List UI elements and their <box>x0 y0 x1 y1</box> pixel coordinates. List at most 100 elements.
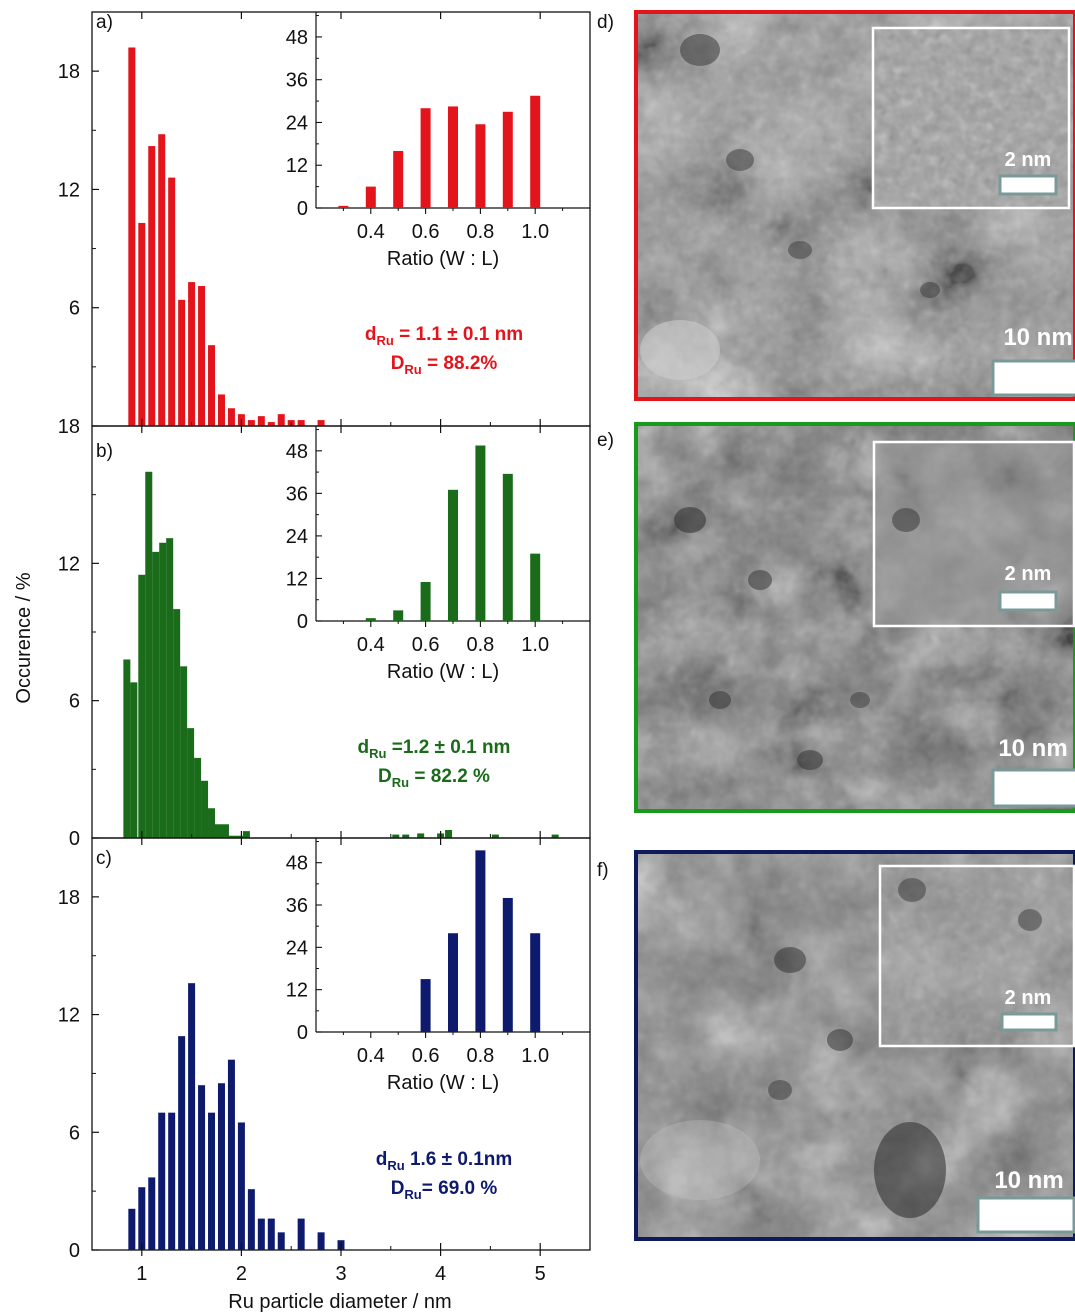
inset-y-tick-label: 0 <box>297 198 308 220</box>
annotation-diameter: dRu =1.2 ± 0.1 nm <box>358 737 511 761</box>
inset-x-tick-label: 0.6 <box>412 634 440 656</box>
histogram-bar <box>445 829 453 838</box>
histogram-bar <box>417 833 425 838</box>
histogram-bar <box>551 834 559 838</box>
micrograph-d-frame <box>634 10 1075 401</box>
inset-scale-bar-d <box>998 174 1058 196</box>
histogram-panel-b: 0 6 12 b) dRu =1.2 ± 0.1 nm DRu = 82.2 % 0 12 24… <box>58 425 591 850</box>
histogram-bar <box>145 471 153 838</box>
inset-x-tick-label: 0.4 <box>357 221 385 243</box>
histogram-bar <box>235 835 243 838</box>
inset-bar <box>420 108 431 208</box>
x-axis-title: Ru particle diameter / nm <box>228 1291 451 1313</box>
inset-y-tick-label: 12 <box>286 980 308 1002</box>
histogram-panel-a: 18 6 12 18 a) dRu = 1.1 ± 0.1 nm DRu = 88.2% 0 1… <box>58 11 591 438</box>
histogram-bar <box>208 345 216 426</box>
histogram-bar <box>277 414 285 426</box>
histogram-bar <box>187 728 195 838</box>
micrograph-f-frame <box>634 850 1075 1241</box>
histogram-bar <box>297 420 305 426</box>
histogram-bar <box>201 780 209 838</box>
histogram-bar <box>148 1177 156 1250</box>
micrograph-d-inset: 2 nm <box>871 26 1071 210</box>
inset-bar <box>502 897 513 1032</box>
y-tick-label: 12 <box>58 553 80 575</box>
inset-bar <box>393 150 404 208</box>
panel-label-e: e) <box>597 430 614 451</box>
inset-y-tick-label: 12 <box>286 155 308 177</box>
panel-label-f: f) <box>597 860 609 881</box>
inset-x-tick-label: 0.4 <box>357 1045 385 1067</box>
x-tick-label: 2 <box>236 1263 247 1285</box>
histogram-bar <box>221 824 229 838</box>
histogram-bar <box>178 1036 186 1250</box>
inset-bar <box>475 445 486 621</box>
x-tick-label: 5 <box>535 1263 546 1285</box>
inset-y-tick-label: 36 <box>286 70 308 92</box>
histogram-bar <box>267 422 275 426</box>
annotation-diameter: dRu 1.6 ± 0.1nm <box>376 1149 513 1173</box>
panel-label: b) <box>96 441 113 462</box>
plot-frame <box>91 11 591 427</box>
x-tick-label: 4 <box>435 1263 446 1285</box>
y-tick-label: 6 <box>69 691 80 713</box>
histogram-bar <box>148 146 156 427</box>
inset-x-title: Ratio (W : L) <box>387 661 499 683</box>
inset-bar <box>448 489 458 621</box>
histogram-bar <box>180 666 188 838</box>
inset-y-tick-label: 48 <box>286 853 308 875</box>
inset-y-tick-label: 24 <box>286 112 308 134</box>
histogram-bar <box>158 134 166 426</box>
histogram-bar <box>247 1189 255 1250</box>
inset-bar <box>530 933 541 1032</box>
inset-y-tick-label: 48 <box>286 441 308 463</box>
histogram-bar <box>158 1112 166 1250</box>
histogram-bar <box>242 831 250 838</box>
histogram-bar <box>138 574 146 838</box>
inset-x-title: Ratio (W : L) <box>387 248 499 270</box>
histogram-bar <box>208 1112 216 1250</box>
inset-bar <box>502 111 513 208</box>
histogram-bar <box>128 47 136 426</box>
y-tick-label: 18 <box>58 61 80 83</box>
histogram-bar <box>188 983 196 1250</box>
inset-bar <box>530 553 541 621</box>
inset-x-title: Ratio (W : L) <box>387 1072 499 1094</box>
scale-label-d: 10 nm <box>1003 324 1072 351</box>
histogram-bar <box>237 1122 245 1250</box>
inset-bar <box>365 618 376 621</box>
histogram-bar <box>317 1232 325 1250</box>
inset-scale-label-f: 2 nm <box>1005 987 1052 1009</box>
histogram-bar <box>138 222 146 426</box>
y-tick-label: 12 <box>58 179 80 201</box>
inset-x-tick-label: 0.6 <box>412 221 440 243</box>
inset-bar <box>338 205 349 208</box>
histogram-bar <box>491 834 499 838</box>
histogram-bar <box>188 282 196 426</box>
panel-label: c) <box>96 848 112 869</box>
histogram-bar <box>168 177 176 426</box>
inset-x-tick-label: 1.0 <box>521 634 549 656</box>
scale-bar-f <box>976 1196 1075 1234</box>
inset-bar <box>502 473 513 621</box>
inset-x-tick-label: 0.8 <box>466 221 494 243</box>
inset-bar <box>420 979 431 1032</box>
annotation-dispersion: DRu = 88.2% <box>391 353 498 377</box>
histogram-bar <box>297 1218 305 1250</box>
histogram-bar <box>128 1208 136 1250</box>
inset-scale-bar-f <box>1000 1012 1058 1032</box>
histogram-bar <box>217 1083 225 1250</box>
micrograph-f-inset: 2 nm <box>878 864 1075 1048</box>
y-tick-label: 18 <box>58 887 80 909</box>
inset-x-tick-label: 0.4 <box>357 634 385 656</box>
inset-x-tick-label: 1.0 <box>521 221 549 243</box>
x-tick-label: 1 <box>136 1263 147 1285</box>
histogram-bar <box>227 408 235 426</box>
inset-bar <box>420 582 431 621</box>
inset-y-tick-label: 48 <box>286 27 308 49</box>
histogram-bar <box>392 834 400 838</box>
histogram-bar <box>173 609 181 838</box>
micrograph-f: f) 2 nm 10 nm <box>597 850 1075 1241</box>
inset-y-tick-label: 24 <box>286 526 308 548</box>
inset-x-tick-label: 1.0 <box>521 1045 549 1067</box>
